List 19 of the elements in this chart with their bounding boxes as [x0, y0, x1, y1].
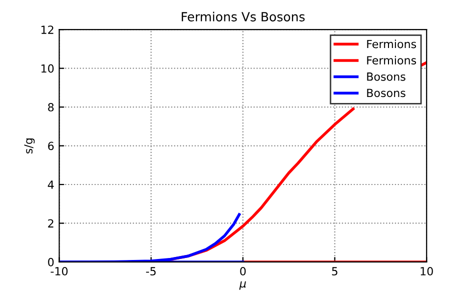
x-tick-label: 5 [332, 267, 338, 276]
y-tick-label: 10 [41, 64, 54, 73]
legend-label: Bosons [367, 72, 406, 81]
y-tick-label: 12 [41, 26, 54, 34]
y-tick-label: 0 [48, 258, 54, 266]
legend-label: Fermions [367, 56, 416, 65]
y-tick-label: 2 [48, 219, 54, 228]
y-tick-label: 6 [48, 142, 54, 150]
chart-title: Fermions Vs Bosons [182, 12, 305, 22]
x-tick-label: -10 [50, 267, 68, 276]
legend-label: Fermions [367, 40, 416, 48]
y-tick-label: 4 [48, 180, 54, 189]
x-tick-label: 10 [420, 267, 433, 276]
y-tick-label: 8 [48, 103, 54, 112]
legend-label: Bosons [367, 88, 406, 98]
x-axis-title: μ [239, 281, 246, 290]
x-tick-label: -5 [146, 267, 156, 276]
x-tick-label: 0 [240, 267, 246, 276]
y-axis-title: s/g [24, 138, 35, 154]
